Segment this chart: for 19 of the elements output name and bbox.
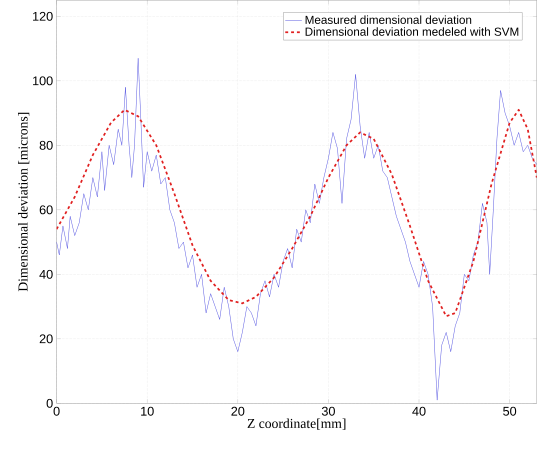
y-tick-label: 120 [33,12,53,21]
y-tick-label: 80 [40,140,53,150]
line-series [56,108,537,318]
y-tick-label: 40 [39,270,53,279]
y-tick-label: 0 [46,398,53,408]
y-tick-label: 60 [40,205,53,214]
x-tick-label: 20 [231,406,244,416]
y-tick-label: 100 [33,76,53,86]
y-tick-label: 20 [40,334,53,344]
x-tick-label: 10 [141,406,154,416]
line-series [56,58,537,400]
x-axis-title: Z coordinate[mm] [248,418,346,430]
legend-label: Measured dimensional deviation [306,15,472,24]
legend-label: Dimensional deviation medeled with SVM [306,27,518,36]
y-axis-title: Dimensional deviation [microns] [18,112,30,292]
x-tick-label: 0 [54,406,60,416]
x-tick-label: 40 [412,406,426,416]
x-tick-label: 50 [503,406,516,416]
x-tick-label: 30 [322,406,335,416]
